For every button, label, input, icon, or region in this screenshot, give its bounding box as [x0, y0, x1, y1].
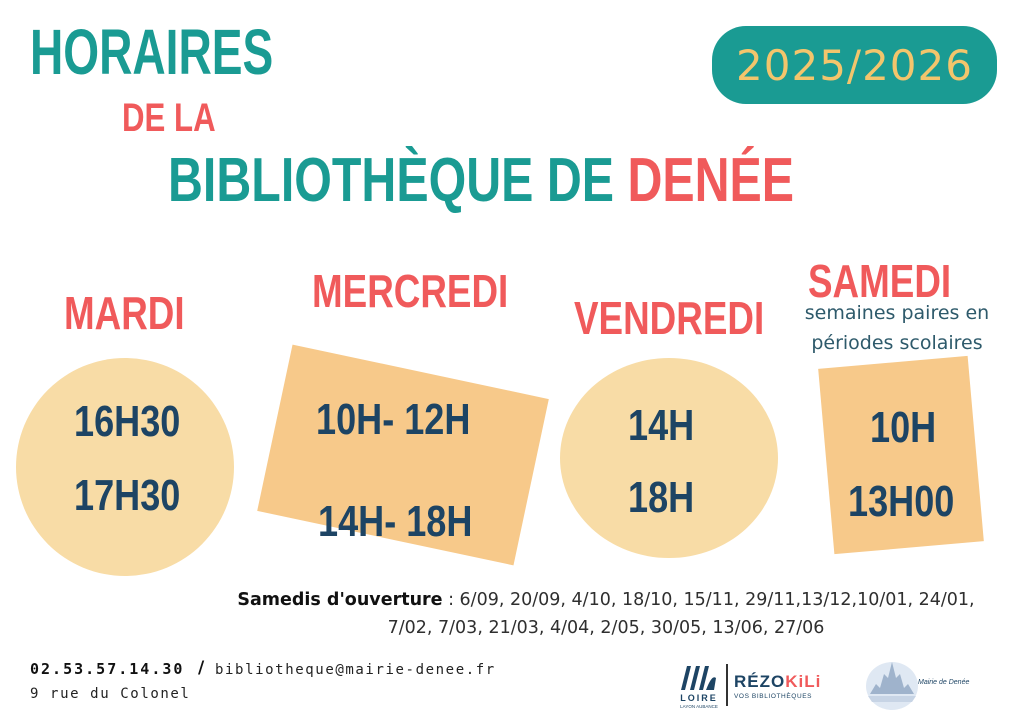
opening-saturdays-dates-line1: : 6/09, 20/09, 4/10, 18/10, 15/11, 29/11… — [442, 590, 975, 610]
contact-separator: / — [198, 658, 205, 678]
loire-layon-aubance-logo: LOIRE LAYON AUBANCE — [680, 666, 718, 709]
samedi-note: semaines paires en périodes scolaires — [782, 298, 1012, 358]
day-label-samedi: SAMEDI — [808, 255, 952, 307]
opening-saturdays: Samedis d'ouverture : 6/09, 20/09, 4/10,… — [196, 586, 1016, 642]
year-text: 2025/2026 — [736, 40, 973, 90]
title-horaires: HORAIRES — [30, 16, 274, 88]
day-label-vendredi: VENDREDI — [574, 292, 765, 344]
rezokili-logo: RÉZOKiLi VOS BIBLIOTHÈQUES — [734, 672, 821, 700]
mercredi-time-afternoon: 14H- 18H — [318, 497, 473, 546]
vendredi-time-end: 18H — [628, 473, 695, 522]
rezokili-logo-main: RÉZO — [734, 672, 786, 691]
rezokili-logo-subtext: VOS BIBLIOTHÈQUES — [734, 693, 813, 700]
vendredi-time-start: 14H — [628, 401, 695, 450]
loire-logo-subtext: LAYON AUBANCE — [680, 704, 718, 709]
rezokili-logo-accent: KiLi — [785, 672, 822, 691]
logo-divider — [726, 664, 728, 706]
mairie-logo-text: Mairie de Denée — [918, 679, 969, 686]
opening-saturdays-dates-line2: 7/02, 7/03, 21/03, 4/04, 2/05, 30/05, 13… — [387, 618, 825, 638]
samedi-time-end: 13H00 — [848, 477, 955, 526]
samedi-note-line2: périodes scolaires — [811, 332, 983, 354]
vendredi-circle — [560, 358, 778, 558]
contact-phone: 02.53.57.14.30 — [30, 660, 185, 678]
title-bibliotheque: BIBLIOTHÈQUE DE DENÉE — [168, 150, 794, 212]
year-badge: 2025/2026 — [712, 26, 997, 104]
day-label-mardi: MARDI — [64, 287, 185, 339]
title-denee: DENÉE — [627, 146, 795, 215]
opening-saturdays-label: Samedis d'ouverture — [237, 590, 443, 610]
mardi-circle — [16, 358, 234, 576]
mardi-time-start: 16H30 — [74, 397, 181, 446]
mairie-denee-logo: Mairie de Denée — [866, 662, 969, 710]
mercredi-time-morning: 10H- 12H — [316, 395, 471, 444]
title-bibliotheque-main: BIBLIOTHÈQUE DE — [168, 146, 628, 215]
day-label-mercredi: MERCREDI — [312, 265, 509, 317]
title-de-la: DE LA — [122, 96, 216, 140]
samedi-time-start: 10H — [870, 403, 937, 452]
contact-email: bibliotheque@mairie-denee.fr — [215, 662, 496, 678]
mardi-time-end: 17H30 — [74, 471, 181, 520]
loire-logo-text: LOIRE — [680, 693, 718, 703]
contact-address: 9 rue du Colonel — [30, 686, 191, 702]
samedi-note-line1: semaines paires en — [804, 302, 990, 324]
